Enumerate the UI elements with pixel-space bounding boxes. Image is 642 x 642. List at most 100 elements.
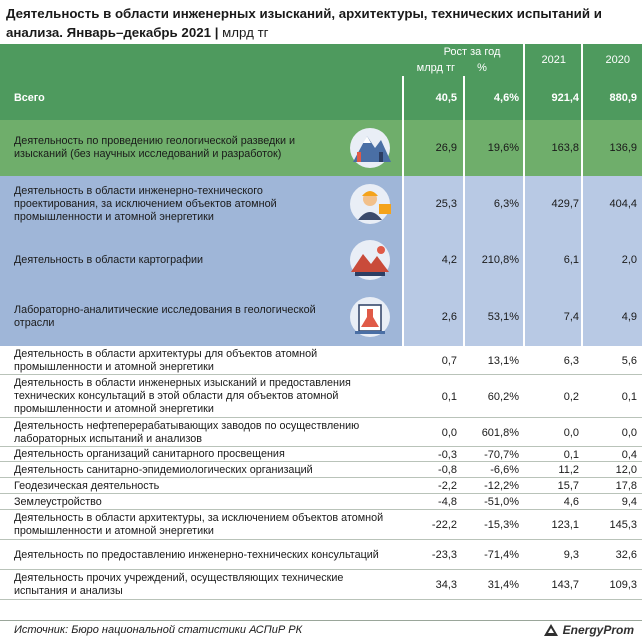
cell-2020: 880,9 <box>609 92 637 104</box>
cell-2020: 404,4 <box>609 198 637 210</box>
cell-2021: 143,7 <box>551 579 579 591</box>
row-label: Деятельность в области архитектуры для о… <box>14 347 318 373</box>
lab-icon <box>350 297 390 337</box>
cell-2021: 0,2 <box>563 390 579 403</box>
row-band <box>0 120 402 176</box>
row-label: Лабораторно-аналитические исследования в… <box>14 304 316 329</box>
row-label: Деятельность в области архитектуры, за и… <box>14 512 384 537</box>
brand-logo: EnergyProm <box>542 622 634 638</box>
row-divider <box>0 417 642 418</box>
table-row: Деятельность нефтеперерабатывающих завод… <box>0 418 642 447</box>
cell-2021: 921,4 <box>551 92 579 104</box>
cell-2021: 7,4 <box>563 311 579 323</box>
title-unit: млрд тг <box>222 25 269 40</box>
cell-growth-pct: -71,4% <box>484 549 519 561</box>
row-divider <box>0 374 642 375</box>
column-divider <box>463 120 465 176</box>
cell-2021: 15,7 <box>557 480 579 492</box>
table-row: Землеустройство -4,8 -51,0% 4,6 9,4 <box>0 494 642 510</box>
cell-2021: 11,2 <box>558 464 579 476</box>
row-label: Деятельность по предоставлению инженерно… <box>14 548 379 561</box>
row-band <box>402 76 642 120</box>
cell-2021: 4,6 <box>563 496 579 508</box>
cell-2020: 2,0 <box>621 254 637 266</box>
column-divider <box>581 176 583 232</box>
cell-2020: 4,9 <box>621 311 637 323</box>
cell-growth-pct: -15,3% <box>484 519 519 531</box>
cell-2020: 0,0 <box>621 426 637 439</box>
engineer-icon <box>350 184 391 224</box>
cell-growth-abs: -23,3 <box>431 549 457 561</box>
header-growth-abs: млрд тг <box>416 62 455 74</box>
table-row: Деятельность санитарно-эпидемиологически… <box>0 462 642 478</box>
cell-2020: 5,6 <box>621 354 637 367</box>
row-label: Деятельность санитарно-эпидемиологически… <box>14 463 313 476</box>
cell-growth-abs: 26,9 <box>435 142 457 154</box>
cell-2020: 9,4 <box>621 496 637 508</box>
column-divider <box>581 76 583 120</box>
column-divider <box>581 232 583 288</box>
footer-rule <box>0 620 642 621</box>
cell-growth-abs: 34,3 <box>435 579 457 591</box>
cell-growth-pct: -6,6% <box>490 464 519 476</box>
header-divider <box>581 44 583 76</box>
row-band <box>0 176 402 232</box>
row-label: Деятельность по проведению геологической… <box>14 135 296 160</box>
header-divider <box>523 44 525 76</box>
cell-growth-pct: -12,2% <box>484 480 519 492</box>
cell-growth-abs: 0,7 <box>441 354 457 367</box>
table-row: Деятельность в области инженерно-техниче… <box>0 176 642 232</box>
table-row: Деятельность организаций санитарного про… <box>0 447 642 462</box>
row-label: Деятельность организаций санитарного про… <box>14 448 285 460</box>
cell-2020: 0,4 <box>621 448 637 461</box>
column-divider <box>523 288 525 346</box>
cell-growth-pct: 53,1% <box>487 311 519 323</box>
cell-growth-pct: -70,7% <box>484 448 519 461</box>
header-growth-pct: % <box>477 62 487 74</box>
cell-2020: 17,8 <box>615 480 637 492</box>
cell-2021: 9,3 <box>563 549 579 561</box>
cell-2020: 0,1 <box>621 390 637 403</box>
row-illustration <box>345 126 395 175</box>
cell-growth-pct: 19,6% <box>487 142 519 154</box>
row-label: Всего <box>14 91 45 104</box>
row-band <box>402 288 642 346</box>
cell-growth-abs: -22,2 <box>431 519 457 531</box>
table-row: Деятельность прочих учреждений, осуществ… <box>0 570 642 600</box>
cell-growth-abs: 2,6 <box>441 311 457 323</box>
cell-growth-pct: -51,0% <box>484 496 519 508</box>
row-band <box>402 176 642 232</box>
row-label: Деятельность в области инженерных изыска… <box>14 377 351 415</box>
row-band <box>402 232 642 288</box>
cell-growth-abs: 0,1 <box>441 390 457 403</box>
row-illustration <box>345 295 395 344</box>
column-divider <box>523 176 525 232</box>
table-header: Рост за год млрд тг % 2021 2020 <box>0 44 642 76</box>
row-label: Деятельность нефтеперерабатывающих завод… <box>14 419 360 445</box>
cell-2021: 123,1 <box>551 519 579 531</box>
cell-2020: 109,3 <box>609 579 637 591</box>
header-2020: 2020 <box>605 54 630 66</box>
cell-2020: 145,3 <box>609 519 637 531</box>
header-2021: 2021 <box>541 54 566 66</box>
column-divider <box>463 176 465 232</box>
row-label: Деятельность в области инженерно-техниче… <box>14 184 277 223</box>
table-row: Деятельность по предоставлению инженерно… <box>0 540 642 570</box>
row-divider <box>0 509 642 510</box>
cell-2021: 6,3 <box>563 354 579 367</box>
cell-growth-abs: -4,8 <box>438 496 457 508</box>
cell-growth-pct: 60,2% <box>487 390 519 403</box>
table-row: Деятельность в области архитектуры, за и… <box>0 510 642 540</box>
cell-growth-abs: -2,2 <box>438 480 457 492</box>
cell-growth-pct: 6,3% <box>493 198 519 210</box>
column-divider <box>523 232 525 288</box>
column-divider <box>581 120 583 176</box>
table-row: Деятельность в области архитектуры для о… <box>0 346 642 375</box>
row-band <box>0 288 402 346</box>
row-illustration <box>345 238 395 287</box>
row-divider <box>0 599 642 600</box>
cell-2021: 6,1 <box>563 254 579 266</box>
row-divider <box>0 461 642 462</box>
row-illustration <box>345 182 395 231</box>
column-divider <box>402 288 404 346</box>
